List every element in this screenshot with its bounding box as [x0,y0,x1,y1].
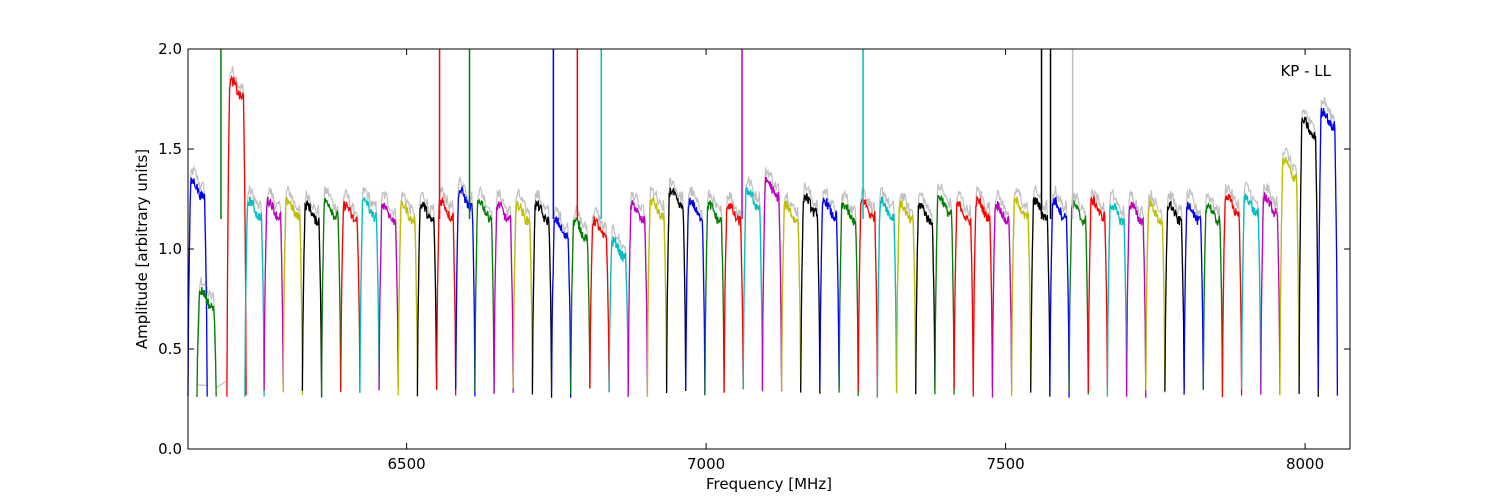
channel-trace-51 [1164,201,1185,392]
channel-trace-41 [972,195,994,397]
channel-trace-35 [857,197,879,398]
channel-trace-55 [1240,192,1262,392]
channel-trace-38 [915,202,936,395]
channel-trace-9 [359,196,380,393]
channel-trace-8 [340,201,361,393]
baseline-annotation: KP - LL [1280,62,1331,80]
channel-trace-23 [627,200,649,397]
channel-trace-15 [474,198,495,394]
channel-trace-50 [1145,198,1166,393]
channel-trace-44 [1030,197,1051,397]
x-tick-label-0: 6500 [388,455,426,473]
channel-trace-58 [1298,116,1319,397]
channel-trace-29 [742,186,764,389]
y-tick-label-4: 2.0 [158,40,182,58]
channel-trace-26 [685,196,706,395]
channel-trace-2 [226,74,247,397]
channel-trace-14 [455,185,476,397]
channel-trace-48 [1106,201,1128,397]
channel-trace-30 [761,176,783,392]
channel-trace-47 [1087,194,1109,393]
x-ticks: 6500 7000 7500 8000 [388,49,1324,473]
channel-trace-18 [531,199,553,398]
channel-trace-34 [838,201,859,397]
channel-trace-33 [819,197,840,389]
channel-trace-53 [1202,202,1224,392]
channel-trace-20 [570,216,591,395]
x-tick-label-3: 8000 [1286,455,1324,473]
channel-trace-40 [953,200,974,392]
channel-trace-21 [589,216,610,393]
channel-trace-16 [493,201,514,394]
rfi-spikes [220,49,1074,219]
channel-trace-7 [320,197,342,397]
channel-trace-24 [646,195,668,397]
channel-traces [187,65,1339,398]
channel-trace-37 [895,200,917,393]
y-tick-label-2: 1.0 [158,240,182,258]
channel-trace-12 [416,201,438,397]
channel-trace-28 [723,202,744,393]
channel-trace-52 [1183,201,1204,395]
channel-trace-1 [196,287,217,398]
channel-trace-36 [876,196,898,398]
channel-trace-39 [934,194,955,395]
channel-trace-42 [991,201,1013,398]
channel-trace-0 [187,177,208,397]
channel-trace-49 [1125,201,1147,398]
channel-trace-19 [550,216,572,398]
channel-trace-11 [397,199,419,396]
channel-trace-32 [800,193,821,394]
x-axis-label: Frequency [MHz] [706,475,832,493]
y-tick-label-0: 0.0 [158,440,182,458]
channel-trace-10 [378,202,399,391]
channel-trace-54 [1221,193,1243,398]
plot-background [188,49,1350,449]
x-tick-label-2: 7500 [986,455,1024,473]
channel-trace-5 [282,196,304,395]
channel-trace-45 [1049,196,1070,398]
channel-trace-57 [1279,155,1300,396]
channel-trace-27 [704,200,725,396]
channel-trace-59 [1317,107,1339,396]
channel-trace-4 [263,196,284,391]
channel-trace-43 [1010,196,1032,397]
x-tick-label-1: 7000 [687,455,725,473]
channel-trace-56 [1260,191,1281,396]
channel-trace-3 [244,196,265,397]
channel-trace-25 [665,187,687,394]
y-tick-label-3: 1.5 [158,140,182,158]
channel-trace-17 [512,200,534,389]
y-ticks: 0.0 0.5 1.0 1.5 2.0 [158,40,1350,458]
channel-trace-6 [301,200,323,398]
y-tick-label-1: 0.5 [158,340,182,358]
channel-trace-31 [780,200,802,391]
channel-trace-22 [608,236,629,397]
y-axis-label: Amplitude [arbitrary units] [133,149,151,349]
